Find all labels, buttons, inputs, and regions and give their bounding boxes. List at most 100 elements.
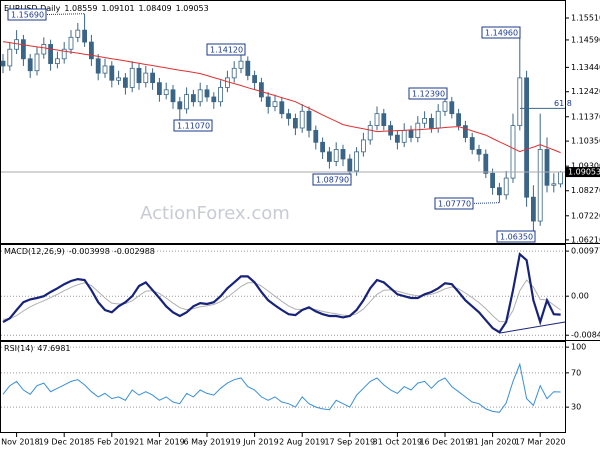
candle-body bbox=[102, 65, 108, 74]
x-tick-label: 19 Jun 2019 bbox=[231, 438, 279, 447]
x-tick-label: 31 Jan 2020 bbox=[469, 438, 517, 447]
annotation-box bbox=[434, 197, 474, 210]
candle-body bbox=[177, 101, 183, 110]
candle-body bbox=[449, 101, 455, 115]
x-tick-label: 16 Dec 2019 bbox=[419, 438, 470, 447]
fib-label: 61.8 bbox=[554, 99, 572, 108]
candle-body bbox=[82, 29, 87, 43]
candle-body bbox=[374, 113, 380, 127]
candle-body bbox=[531, 196, 536, 222]
x-tick-label: 17 Sep 2019 bbox=[324, 438, 375, 447]
y-tick-label: 70 bbox=[571, 368, 581, 377]
candle-body bbox=[211, 96, 217, 103]
annotation-label: 1.12390 bbox=[412, 90, 445, 99]
candle-body bbox=[150, 72, 156, 84]
x-tick-label: 21 Mar 2019 bbox=[134, 438, 185, 447]
annotation-leader bbox=[26, 13, 85, 16]
candle-body bbox=[360, 139, 366, 153]
y-tick-label: 1.10350 bbox=[571, 137, 600, 146]
y-tick-label: 0.009778 bbox=[571, 247, 600, 256]
candle-body bbox=[326, 151, 332, 162]
candle-body bbox=[34, 53, 40, 72]
candle-body bbox=[190, 94, 196, 103]
rsi-title: RSI(14) bbox=[4, 344, 33, 353]
candle-body bbox=[340, 149, 346, 160]
candle-body bbox=[170, 89, 176, 103]
y-tick-label: 0.00 bbox=[571, 292, 589, 301]
candle-body bbox=[299, 110, 305, 129]
candle-body bbox=[286, 113, 292, 119]
divergence-line bbox=[499, 321, 566, 334]
annotation-box bbox=[206, 43, 246, 56]
candle-body bbox=[551, 183, 557, 186]
candle-body bbox=[156, 82, 162, 95]
candle-body bbox=[537, 149, 543, 222]
annotation-box bbox=[173, 119, 213, 132]
watermark: ActionForex.com bbox=[140, 203, 290, 224]
candle-body bbox=[422, 118, 428, 124]
y-tick-label: 1.11370 bbox=[571, 112, 600, 121]
annotation-box bbox=[496, 230, 536, 243]
annotation-label: 1.14120 bbox=[210, 46, 243, 55]
y-tick-label: 1.14590 bbox=[571, 35, 600, 44]
candle-body bbox=[428, 118, 434, 129]
candle-body bbox=[68, 36, 74, 50]
signal-value: -0.002988 bbox=[114, 247, 155, 256]
candle-body bbox=[469, 137, 475, 150]
candle-body bbox=[347, 158, 353, 172]
x-tick-label: 2 Aug 2019 bbox=[279, 438, 325, 447]
candle-body bbox=[7, 48, 13, 67]
annotation-box bbox=[408, 87, 448, 100]
candle-body bbox=[490, 172, 496, 189]
candle-body bbox=[238, 60, 244, 69]
annotation-label: 1.11070 bbox=[177, 122, 210, 131]
price-header: EURUSD,Daily 1.08559 1.09101 1.08409 1.09053 bbox=[4, 4, 209, 13]
candle-body bbox=[197, 89, 203, 103]
line bbox=[2, 252, 561, 334]
candle-body bbox=[218, 87, 224, 103]
candle-body bbox=[306, 110, 312, 131]
candle-body bbox=[61, 48, 67, 60]
y-tick-label: 1.12420 bbox=[571, 87, 600, 96]
candle-body bbox=[381, 113, 387, 127]
x-tick-label: 5 Nov 2018 bbox=[0, 438, 40, 447]
candle-body bbox=[435, 110, 441, 129]
candle-body bbox=[109, 65, 115, 81]
rsi-value: 47.6981 bbox=[37, 344, 70, 353]
y-tick-label: -0.008464 bbox=[571, 331, 600, 340]
annotation-label: 1.08790 bbox=[316, 176, 349, 185]
candle-body bbox=[456, 113, 462, 127]
annotation-box bbox=[312, 173, 352, 186]
candle-body bbox=[415, 122, 421, 138]
price-box bbox=[566, 167, 600, 178]
header-open: 1.08559 bbox=[64, 4, 97, 13]
candle-body bbox=[265, 96, 271, 107]
candle-body bbox=[258, 82, 264, 98]
line bbox=[2, 41, 561, 154]
candle-body bbox=[252, 75, 258, 84]
line bbox=[2, 362, 561, 413]
candle-body bbox=[41, 44, 47, 55]
y-tick-label: 100 bbox=[571, 343, 586, 352]
candle-body bbox=[231, 67, 237, 79]
macd-value: -0.003998 bbox=[69, 247, 110, 256]
candle-body bbox=[279, 101, 285, 115]
header-close: 1.09053 bbox=[176, 4, 209, 13]
candle-body bbox=[123, 77, 128, 88]
candle-body bbox=[510, 125, 516, 179]
candle-body bbox=[503, 177, 509, 196]
candle-body bbox=[89, 41, 94, 60]
candle-body bbox=[143, 72, 149, 84]
line bbox=[2, 279, 561, 323]
x-tick-label: 31 Oct 2019 bbox=[373, 438, 422, 447]
candle-body bbox=[75, 29, 81, 38]
candle-body bbox=[0, 60, 6, 67]
candle-body bbox=[163, 89, 169, 95]
candle-body bbox=[367, 125, 373, 141]
annotation-label: 1.15690 bbox=[11, 11, 44, 20]
candle-body bbox=[558, 171, 563, 185]
candle-body bbox=[48, 44, 53, 64]
price-title: EURUSD,Daily bbox=[4, 4, 61, 13]
